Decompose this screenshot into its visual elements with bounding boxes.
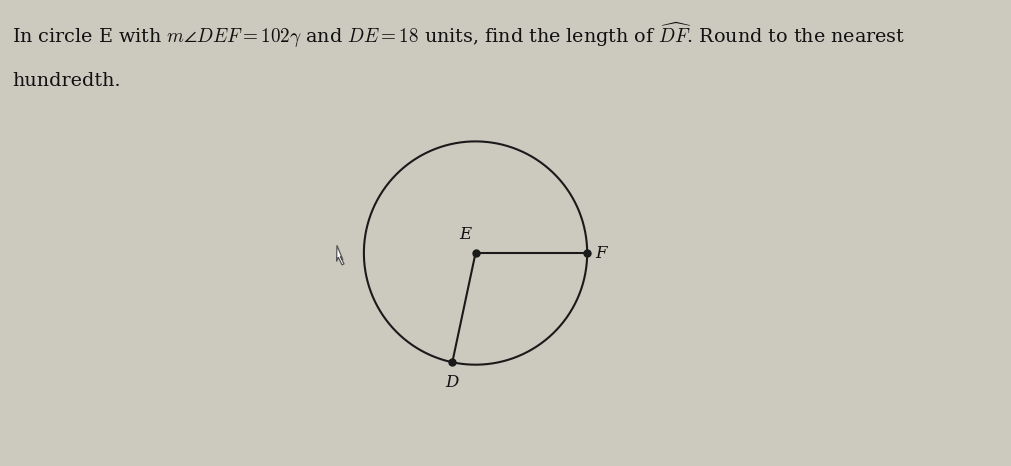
Text: F: F xyxy=(594,245,606,261)
Text: hundredth.: hundredth. xyxy=(12,72,120,90)
Text: In circle E with $m\angle DEF = 102°$ and $DE = 18$ units, find the length of $\: In circle E with $m\angle DEF = 102°$ an… xyxy=(12,21,905,50)
Polygon shape xyxy=(337,245,344,265)
Text: E: E xyxy=(459,226,471,243)
Text: D: D xyxy=(445,374,459,391)
